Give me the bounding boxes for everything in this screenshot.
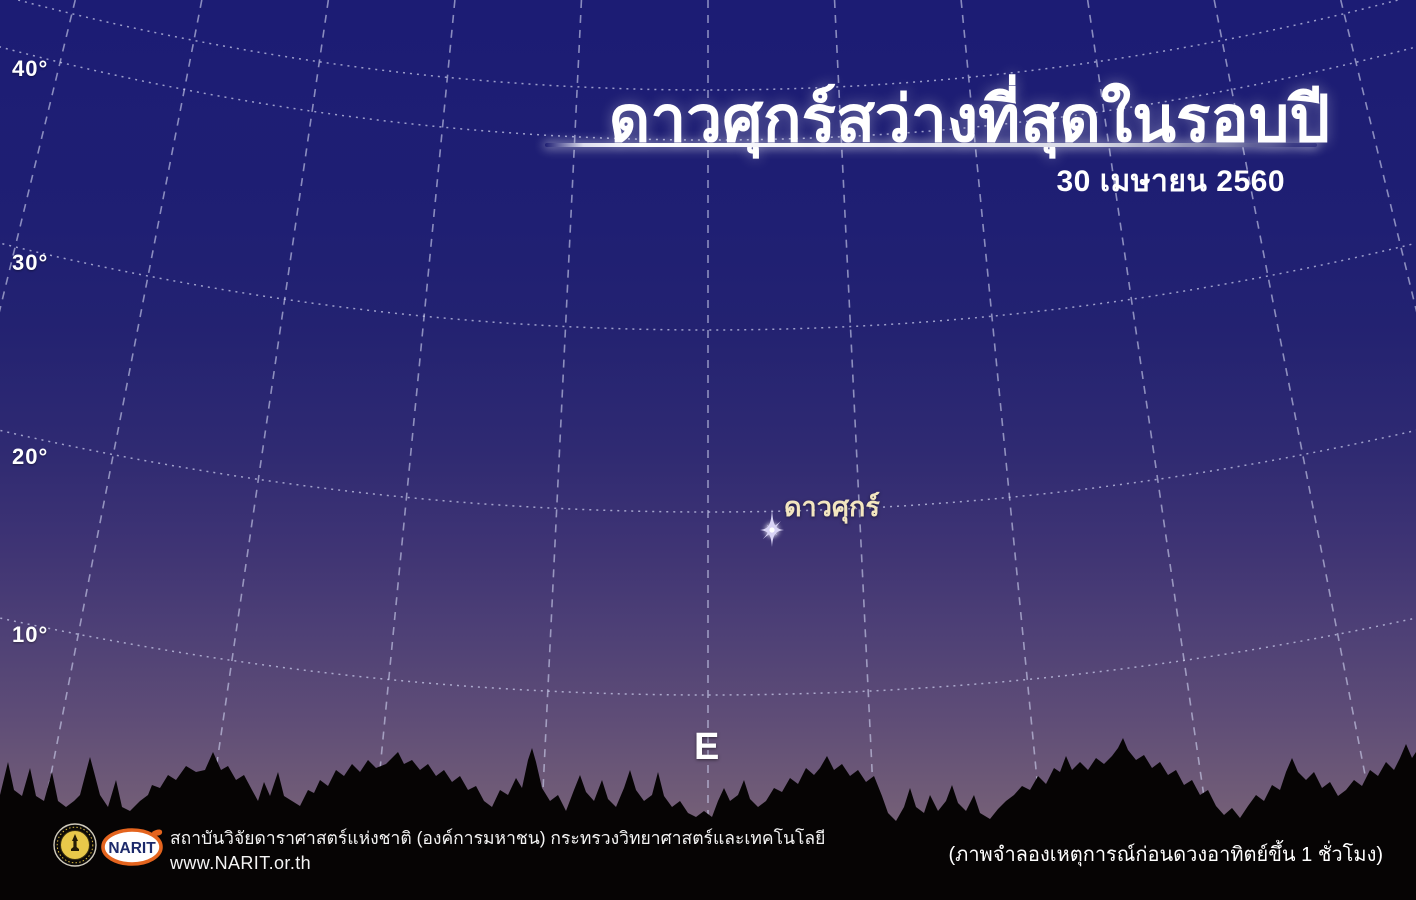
simulation-note: (ภาพจำลองเหตุการณ์ก่อนดวงอาทิตย์ขึ้น 1 ช… <box>948 844 1383 866</box>
altitude-label-20: 20° <box>12 444 49 469</box>
website-url: www.NARIT.or.th <box>170 853 312 873</box>
event-date: 30 เมษายน 2560 <box>1056 165 1285 198</box>
venus-star-icon <box>760 509 784 547</box>
altitude-label-30: 30° <box>12 250 49 275</box>
page-title: ดาวศุกร์สว่างที่สุดในรอบปี <box>608 82 1330 155</box>
title-separator-line <box>545 143 1317 147</box>
venus-label: ดาวศุกร์ <box>784 492 880 522</box>
narit-logo-text: NARIT <box>108 840 156 857</box>
narit-logo: NARIT <box>101 828 163 866</box>
altitude-label-40: 40° <box>12 56 49 81</box>
east-compass-marker: E <box>694 726 720 768</box>
ministry-seal-logo <box>53 823 97 867</box>
footer-bar: NARIT สถาบันวิจัยดาราศาสตร์แห่งชาติ (องค… <box>0 823 1416 900</box>
org-name-line: สถาบันวิจัยดาราศาสตร์แห่งชาติ (องค์การมห… <box>170 828 826 848</box>
altitude-label-10: 10° <box>12 622 49 647</box>
